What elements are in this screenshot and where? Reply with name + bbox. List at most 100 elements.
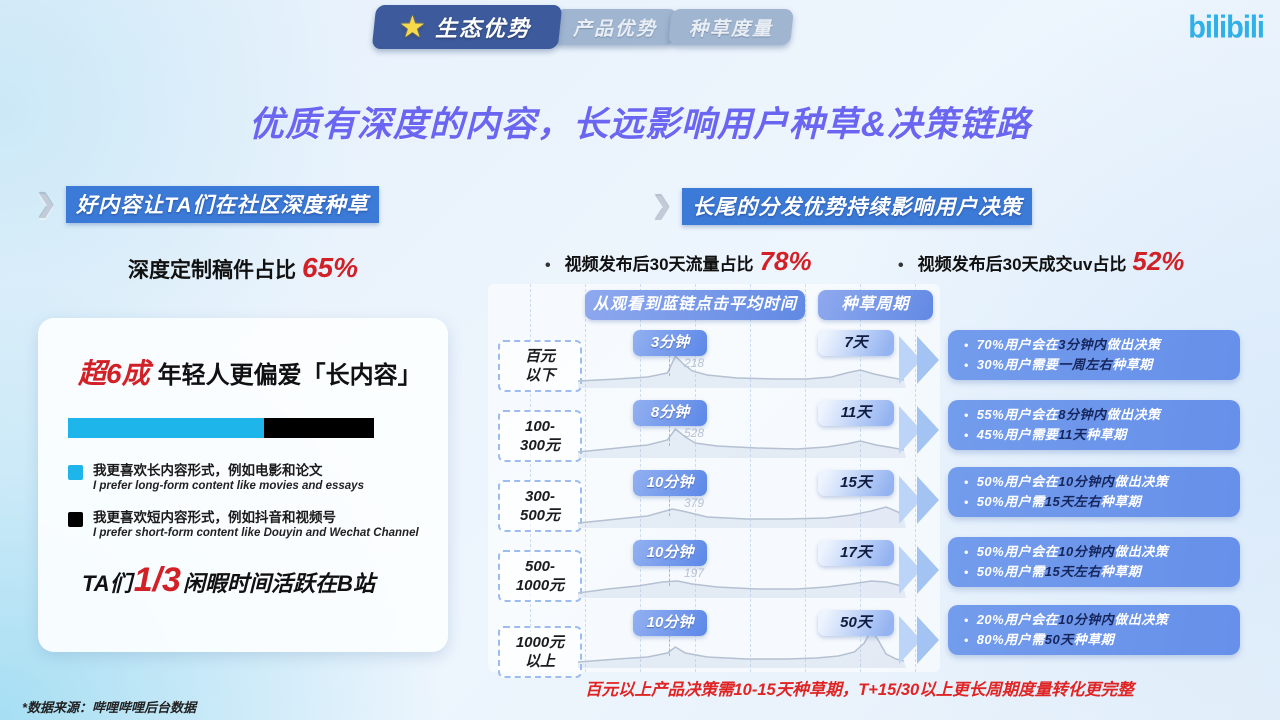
bar-long-segment (68, 418, 264, 438)
uv-stat: • 视频发布后30天成交uv占比 52% (898, 246, 1184, 277)
bullet-dot: • (964, 565, 969, 579)
insight-segment: 8分钟内 (1058, 407, 1107, 422)
column-header-cycle: 种草周期 (818, 290, 933, 320)
bullet-dot: • (964, 358, 969, 372)
insight-segment: 15天左右 (1044, 494, 1101, 509)
legend-label-zh: 我更喜欢短内容形式，例如抖音和视频号 (93, 510, 336, 525)
bullet-dot: • (964, 545, 969, 559)
insight-segment: 55%用户会在 (976, 407, 1059, 422)
double-chevron-icon (899, 546, 939, 594)
insight-segment: 80%用户需 (976, 632, 1045, 647)
insight-segment: 3分钟内 (1058, 337, 1107, 352)
gridline (750, 284, 751, 672)
legend-text: 我更喜欢短内容形式，例如抖音和视频号 I prefer short-form co… (93, 509, 419, 541)
bullet-dot: • (964, 495, 969, 509)
peak-value-label: 528 (684, 426, 705, 440)
insight-segment: 种草期 (1100, 494, 1142, 509)
left-header-badge: 好内容让TA们在社区深度种草 (66, 186, 379, 223)
trend-sparkline (578, 354, 906, 388)
gridline (585, 284, 586, 672)
legend-text: 我更喜欢长内容形式，例如电影和论文 I prefer long-form cont… (93, 462, 364, 494)
insight-segment: 种草期 (1112, 357, 1153, 372)
left-section-header: ❯ 好内容让TA们在社区深度种草 (36, 186, 379, 223)
bullet-dot: • (964, 475, 969, 489)
insight-segment: 50%用户会在 (976, 544, 1059, 559)
trend-sparkline (578, 628, 906, 668)
bullet-dot: • (964, 338, 969, 352)
tier-line: 以上 (524, 653, 555, 670)
avg-time-pill: 10分钟 (633, 610, 707, 636)
peak-tick (669, 350, 670, 376)
insight-segment: 做出决策 (1106, 407, 1161, 422)
double-chevron-icon (899, 336, 939, 384)
headline-highlight: 超6成 (78, 358, 150, 389)
tier-line: 1000元 (515, 634, 565, 651)
bullet-dot: • (898, 257, 904, 274)
price-tier-label: 300- 500元 (498, 480, 582, 532)
price-tier-label: 百元 以下 (498, 340, 582, 392)
legend-item: 我更喜欢短内容形式，例如抖音和视频号 I prefer short-form co… (68, 509, 448, 541)
trend-sparkline (578, 506, 906, 528)
legend-label-en: I prefer short-form content like Douyin … (93, 527, 419, 539)
bullet-dot: • (964, 633, 969, 647)
right-section-header: ❯ 长尾的分发优势持续影响用户决策 (652, 188, 1033, 225)
tab-ecosystem-advantage[interactable]: ★ 生态优势 (371, 5, 563, 49)
tab-product-advantage[interactable]: 产品优势 (552, 9, 678, 45)
price-tier-label: 500- 1000元 (498, 550, 582, 602)
legend: 我更喜欢长内容形式，例如电影和论文 I prefer long-form cont… (68, 462, 448, 541)
tab-label: 产品优势 (572, 18, 657, 40)
card-headline: 超6成 年轻人更偏爱「长内容」 (78, 352, 448, 392)
peak-value-label: 379 (684, 496, 705, 510)
legend-item: 我更喜欢长内容形式，例如电影和论文 I prefer long-form cont… (68, 462, 448, 494)
double-chevron-icon (899, 406, 939, 454)
avg-time-pill: 3分钟 (633, 330, 707, 356)
gridline (805, 284, 806, 672)
headline-rest: 年轻人更偏爱「长内容」 (157, 362, 422, 389)
insight-segment: 种草期 (1073, 632, 1115, 647)
tier-line: 100- (524, 418, 556, 435)
seeding-cycle-pill: 50天 (818, 610, 894, 636)
survey-card: 超6成 年轻人更偏爱「长内容」 我更喜欢长内容形式，例如电影和论文 I prefer… (38, 318, 448, 652)
insight-segment: 10分钟内 (1058, 612, 1115, 627)
footer-suffix: 闲暇时间活跃在B站 (182, 571, 375, 596)
insight-line: • 50%用户需 15天左右 种草期 (960, 562, 1240, 582)
tier-line: 300- (524, 488, 556, 505)
tier-line: 500- (524, 558, 556, 575)
trend-sparkline (578, 580, 906, 598)
price-tier-label: 100- 300元 (498, 410, 582, 462)
insight-segment: 10分钟内 (1058, 474, 1115, 489)
page-title: 优质有深度的内容，长远影响用户种草&决策链路 (248, 105, 1032, 144)
insight-line: • 50%用户会在 10分钟内 做出决策 (960, 472, 1240, 492)
peak-value-label: 197 (684, 566, 705, 580)
double-chevron-icon (899, 616, 939, 664)
stat-text: 视频发布后30天成交uv占比 (917, 255, 1127, 274)
insight-line: • 50%用户需 15天左右 种草期 (960, 492, 1240, 512)
bottom-note: 百元以上产品决策需10-15天种草期，T+15/30以上更长周期度量转化更完整 (585, 681, 1134, 699)
tier-line: 以下 (524, 367, 555, 384)
card-footer: TA们1/3闲暇时间活跃在B站 (82, 561, 448, 600)
insight-segment: 20%用户会在 (976, 612, 1059, 627)
insight-segment: 15天左右 (1044, 564, 1101, 579)
deep-custom-stat: 深度定制稿件占比 65% (38, 252, 448, 284)
insight-segment: 30%用户需要 (976, 357, 1059, 372)
insight-segment: 种草期 (1100, 564, 1142, 579)
gridline (530, 284, 531, 672)
footer-highlight: 1/3 (133, 561, 181, 599)
insight-segment: 50%用户需 (976, 494, 1045, 509)
bilibili-logo: bilibili (1188, 10, 1265, 46)
peak-tick (669, 490, 670, 516)
insight-segment: 50%用户需 (976, 564, 1045, 579)
preference-bar (68, 418, 374, 438)
insight-segment: 10分钟内 (1058, 544, 1115, 559)
seeding-cycle-pill: 15天 (818, 470, 894, 496)
traffic-stat: • 视频发布后30天流量占比 78% (545, 246, 812, 277)
insight-line: • 45%用户需要 11天 种草期 (960, 425, 1240, 445)
avg-time-pill: 10分钟 (633, 540, 707, 566)
insight-box: • 20%用户会在 10分钟内 做出决策 • 80%用户需 50天 种草期 (948, 605, 1240, 655)
bullet-dot: • (964, 428, 969, 442)
right-header-badge: 长尾的分发优势持续影响用户决策 (682, 188, 1033, 225)
tier-line: 500元 (519, 507, 561, 524)
price-tier-label: 1000元以上 (498, 626, 582, 678)
tab-seeding-measurement[interactable]: 种草度量 (668, 9, 794, 45)
insight-segment: 做出决策 (1114, 612, 1169, 627)
